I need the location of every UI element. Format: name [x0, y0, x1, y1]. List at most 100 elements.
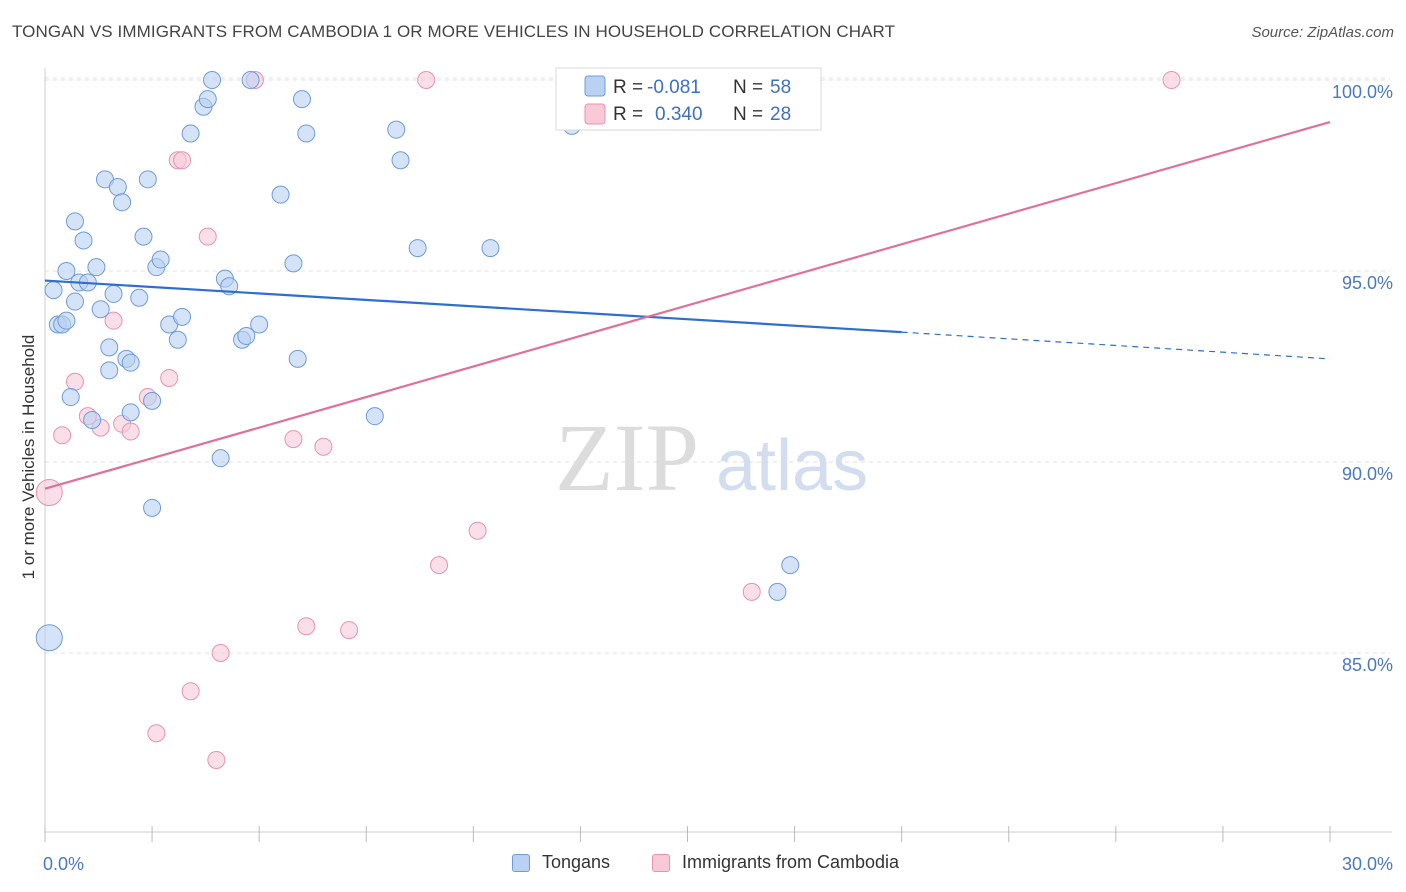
cambodia-point[interactable] [53, 426, 72, 445]
series-cambodia-points [35, 71, 1181, 769]
tongans-point[interactable] [173, 307, 192, 326]
tongans-point[interactable] [100, 338, 119, 357]
cambodia-point[interactable] [181, 682, 200, 701]
tongans-point[interactable] [130, 288, 149, 307]
tongans-point[interactable] [143, 391, 162, 410]
cambodia-point[interactable] [284, 430, 303, 449]
cambodia-point[interactable] [198, 227, 217, 246]
tongans-point[interactable] [284, 254, 303, 273]
legend-n-label-1: N = [733, 77, 763, 98]
tongans-point[interactable] [271, 185, 290, 204]
cambodia-point[interactable] [742, 582, 761, 601]
legend-r-value-2: 0.340 [655, 104, 703, 125]
chart-source: Source: ZipAtlas.com [1251, 24, 1394, 41]
cambodia-point[interactable] [35, 479, 63, 507]
tongans-point[interactable] [61, 388, 80, 407]
cambodia-point[interactable] [468, 521, 487, 540]
legend-n-label-2: N = [733, 104, 763, 125]
cambodia-point[interactable] [65, 372, 84, 391]
watermark-atlas: atlas [716, 426, 868, 506]
legend-swatch-tongans [584, 75, 606, 97]
cambodia-point[interactable] [417, 71, 436, 89]
y-tick-label: 90.0% [1342, 464, 1393, 484]
cambodia-point[interactable] [211, 644, 230, 662]
legend-n-value-2: 28 [770, 104, 791, 125]
tongans-point[interactable] [57, 262, 76, 280]
tongans-point[interactable] [35, 624, 63, 652]
correlation-legend: R = -0.081 N = 58 R = 0.340 N = 28 [555, 67, 822, 131]
y-axis-label: 1 or more Vehicles in Household [19, 335, 38, 580]
tongans-point[interactable] [168, 330, 187, 349]
tongans-point[interactable] [65, 212, 84, 231]
cambodia-point[interactable] [314, 437, 333, 456]
series-tongans-points [35, 71, 800, 652]
tongans-point[interactable] [83, 410, 102, 429]
cambodia-point[interactable] [173, 151, 192, 170]
legend-item-cambodia[interactable]: Immigrants from Cambodia [652, 852, 899, 873]
chart-title: TONGAN VS IMMIGRANTS FROM CAMBODIA 1 OR … [12, 22, 896, 41]
tongans-point[interactable] [100, 361, 119, 380]
x-tick-label-min: 0.0% [43, 854, 84, 874]
legend-label-cambodia: Immigrants from Cambodia [682, 852, 900, 872]
cambodia-point[interactable] [340, 621, 359, 640]
tongans-point[interactable] [181, 124, 200, 143]
tongans-point[interactable] [134, 227, 153, 246]
cambodia-point[interactable] [160, 368, 179, 387]
watermark: ZIP atlas [555, 404, 868, 511]
watermark-zip: ZIP [555, 404, 699, 511]
cambodia-point[interactable] [430, 556, 449, 575]
cambodia-point[interactable] [104, 311, 123, 330]
legend-item-tongans[interactable]: Tongans [512, 852, 610, 873]
cambodia-point[interactable] [1162, 71, 1181, 89]
trend-lines [44, 120, 1331, 490]
tongans-point[interactable] [91, 300, 110, 319]
tongans-point[interactable] [781, 556, 800, 575]
tongans-point[interactable] [108, 177, 127, 196]
tongans-point[interactable] [481, 239, 500, 258]
tongans-point[interactable] [391, 151, 410, 170]
y-tick-label: 85.0% [1342, 655, 1393, 675]
legend-label-tongans: Tongans [542, 852, 611, 872]
tongans-point[interactable] [65, 292, 84, 311]
tongans-point[interactable] [57, 311, 76, 330]
cambodia-point[interactable] [147, 724, 166, 743]
legend-n-value-1: 58 [770, 77, 791, 98]
tongans-point[interactable] [198, 90, 217, 109]
tongans-point[interactable] [151, 250, 170, 269]
y-tick-label: 100.0% [1332, 82, 1393, 102]
tongans-point[interactable] [143, 498, 162, 517]
tongans-point[interactable] [121, 403, 140, 422]
tongans-trend-extension [901, 331, 1331, 360]
tongans-point[interactable] [138, 170, 157, 189]
legend-swatch-cambodia-bottom [652, 853, 670, 872]
legend-r-value-1: -0.081 [647, 77, 701, 98]
series-legend: Tongans Immigrants from Cambodia [0, 852, 1406, 878]
tongans-point[interactable] [387, 120, 406, 139]
cambodia-point[interactable] [207, 750, 226, 769]
tongans-point[interactable] [408, 239, 427, 258]
tongans-point[interactable] [74, 231, 93, 250]
cambodia-point[interactable] [297, 617, 316, 636]
x-tick-label-max: 30.0% [1342, 854, 1393, 874]
tongans-point[interactable] [288, 349, 307, 368]
tongans-point[interactable] [365, 407, 384, 426]
legend-r-label-1: R = [613, 77, 643, 98]
legend-r-label-2: R = [613, 104, 643, 125]
cambodia-point[interactable] [121, 422, 140, 441]
tongans-point[interactable] [237, 326, 256, 345]
tongans-point[interactable] [113, 193, 132, 212]
cambodia-trend-line [44, 120, 1331, 490]
tongans-point[interactable] [293, 90, 311, 109]
tongans-point[interactable] [104, 284, 123, 303]
tongans-point[interactable] [250, 315, 269, 334]
tongans-point[interactable] [211, 449, 230, 468]
tongans-point[interactable] [241, 71, 260, 89]
tongans-point[interactable] [87, 258, 106, 277]
tongans-point[interactable] [297, 124, 316, 143]
tongans-trend-line [44, 279, 902, 334]
tongans-point[interactable] [768, 582, 787, 601]
tongans-point[interactable] [44, 281, 63, 300]
tongans-point[interactable] [121, 353, 140, 372]
tongans-point[interactable] [203, 71, 222, 89]
legend-swatch-cambodia [584, 103, 606, 125]
